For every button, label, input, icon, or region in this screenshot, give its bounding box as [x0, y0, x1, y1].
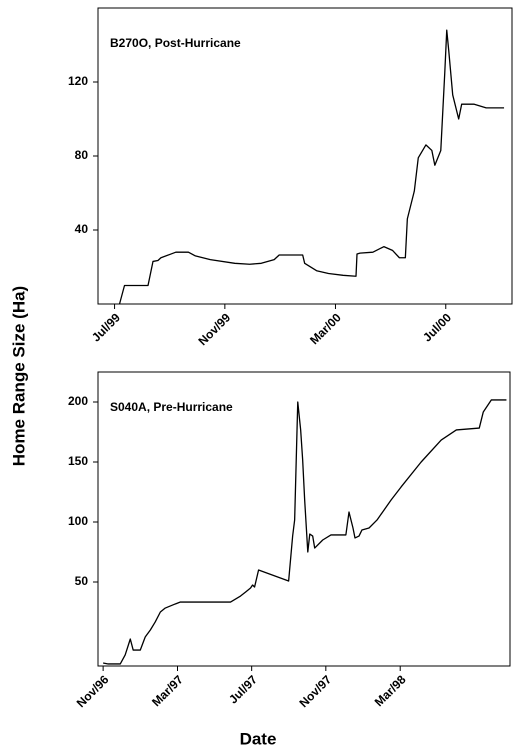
- y-tick-label: 40: [75, 222, 89, 236]
- plot-frame: [97, 371, 511, 667]
- y-tick-label: 80: [75, 148, 89, 162]
- x-tick-label: Jul/99: [89, 310, 123, 344]
- y-tick-label: 150: [68, 454, 88, 468]
- x-tick-label: Nov/96: [74, 672, 112, 710]
- panel-title: B270O, Post-Hurricane: [110, 36, 241, 50]
- x-tick-label: Mar/98: [372, 672, 409, 709]
- data-line: [103, 399, 507, 665]
- x-tick-label: Jul/97: [226, 672, 260, 706]
- plot-frame: [97, 7, 513, 305]
- x-axis-label: Date: [240, 729, 277, 748]
- y-tick-label: 200: [68, 394, 88, 408]
- y-axis-label: Home Range Size (Ha): [9, 286, 28, 466]
- x-tick-label: Nov/97: [296, 672, 334, 710]
- data-line: [118, 29, 505, 305]
- x-tick-label: Nov/99: [195, 310, 233, 348]
- y-tick-label: 120: [68, 74, 88, 88]
- y-tick-label: 100: [68, 514, 88, 528]
- panel-title: S040A, Pre-Hurricane: [110, 400, 233, 414]
- x-tick-label: Jul/00: [420, 310, 454, 344]
- x-tick-label: Mar/00: [307, 310, 344, 347]
- y-tick-label: 50: [75, 574, 89, 588]
- x-tick-label: Mar/97: [149, 672, 186, 709]
